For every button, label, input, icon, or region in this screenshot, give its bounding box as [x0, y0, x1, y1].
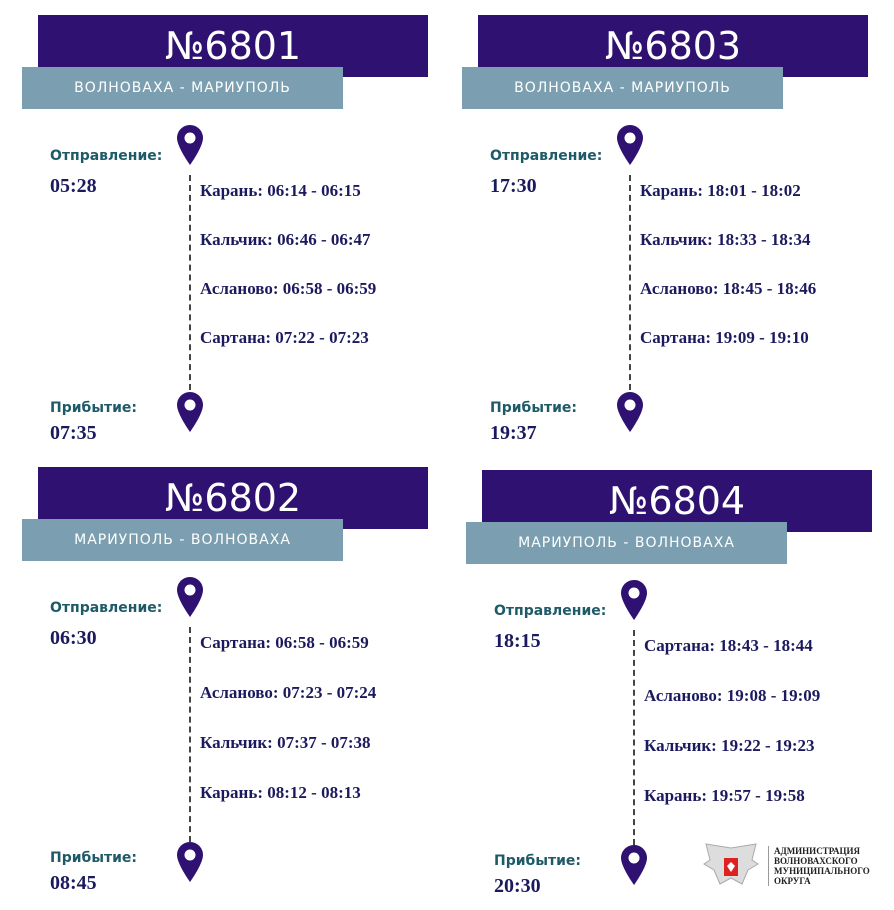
logo-text: АДМИНИСТРАЦИЯ ВОЛНОВАХСКОГО МУНИЦИПАЛЬНО… [768, 846, 874, 886]
map-pin-icon [177, 392, 203, 432]
train-number: №6803 [478, 15, 868, 77]
arrival-label: Прибытие: [490, 400, 578, 416]
departure-label: Отправление: [490, 148, 603, 164]
stop-item: Карань: 18:01 - 18:02 [640, 181, 801, 200]
route-line [189, 175, 191, 400]
map-pin-icon [177, 125, 203, 165]
map-pin-icon [621, 580, 647, 620]
arrival-label: Прибытие: [494, 853, 582, 869]
stop-item: Кальчик: 06:46 - 06:47 [200, 230, 371, 249]
route-band: ВОЛНОВАХА - МАРИУПОЛЬ [22, 67, 343, 109]
arrival-time: 19:37 [490, 422, 537, 444]
coat-of-arms-icon [703, 843, 759, 885]
map-pin-icon [177, 842, 203, 882]
stop-item: Кальчик: 07:37 - 07:38 [200, 733, 371, 752]
route-line [189, 627, 191, 852]
map-pin-icon [617, 392, 643, 432]
departure-label: Отправление: [50, 600, 163, 616]
departure-time: 06:30 [50, 627, 97, 649]
stop-item: Карань: 08:12 - 08:13 [200, 783, 361, 802]
arrival-label: Прибытие: [50, 400, 138, 416]
stop-item: Карань: 19:57 - 19:58 [644, 786, 805, 805]
arrival-time: 07:35 [50, 422, 97, 444]
train-card: №6804 МАРИУПОЛЬ - ВОЛНОВАХА Отправление:… [466, 470, 894, 910]
train-card: №6802 МАРИУПОЛЬ - ВОЛНОВАХА Отправление:… [22, 467, 462, 907]
stop-item: Асланово: 19:08 - 19:09 [644, 686, 821, 705]
arrival-label: Прибытие: [50, 850, 138, 866]
stop-item: Асланово: 06:58 - 06:59 [200, 279, 377, 298]
stop-item: Сартана: 18:43 - 18:44 [644, 636, 813, 655]
stop-item: Сартана: 07:22 - 07:23 [200, 328, 369, 347]
departure-time: 17:30 [490, 175, 537, 197]
map-pin-icon [617, 125, 643, 165]
stop-item: Кальчик: 19:22 - 19:23 [644, 736, 815, 755]
departure-time: 18:15 [494, 630, 541, 652]
train-number: №6801 [38, 15, 428, 77]
stop-item: Сартана: 19:09 - 19:10 [640, 328, 809, 347]
route-band: ВОЛНОВАХА - МАРИУПОЛЬ [462, 67, 783, 109]
route-line [629, 175, 631, 400]
arrival-time: 20:30 [494, 875, 541, 897]
departure-label: Отправление: [50, 148, 163, 164]
route-band: МАРИУПОЛЬ - ВОЛНОВАХА [466, 522, 787, 564]
administration-logo: АДМИНИСТРАЦИЯ ВОЛНОВАХСКОГО МУНИЦИПАЛЬНО… [700, 840, 874, 892]
train-number: №6802 [38, 467, 428, 529]
train-number: №6804 [482, 470, 872, 532]
stop-item: Кальчик: 18:33 - 18:34 [640, 230, 811, 249]
map-pin-icon [177, 577, 203, 617]
route-band: МАРИУПОЛЬ - ВОЛНОВАХА [22, 519, 343, 561]
departure-time: 05:28 [50, 175, 97, 197]
departure-label: Отправление: [494, 603, 607, 619]
stop-item: Карань: 06:14 - 06:15 [200, 181, 361, 200]
train-card: №6803 ВОЛНОВАХА - МАРИУПОЛЬ Отправление:… [462, 15, 894, 455]
stop-item: Сартана: 06:58 - 06:59 [200, 633, 369, 652]
stop-item: Асланово: 07:23 - 07:24 [200, 683, 377, 702]
stop-item: Асланово: 18:45 - 18:46 [640, 279, 817, 298]
train-card: №6801 ВОЛНОВАХА - МАРИУПОЛЬ Отправление:… [22, 15, 462, 455]
arrival-time: 08:45 [50, 872, 97, 894]
route-line [633, 630, 635, 855]
map-pin-icon [621, 845, 647, 885]
